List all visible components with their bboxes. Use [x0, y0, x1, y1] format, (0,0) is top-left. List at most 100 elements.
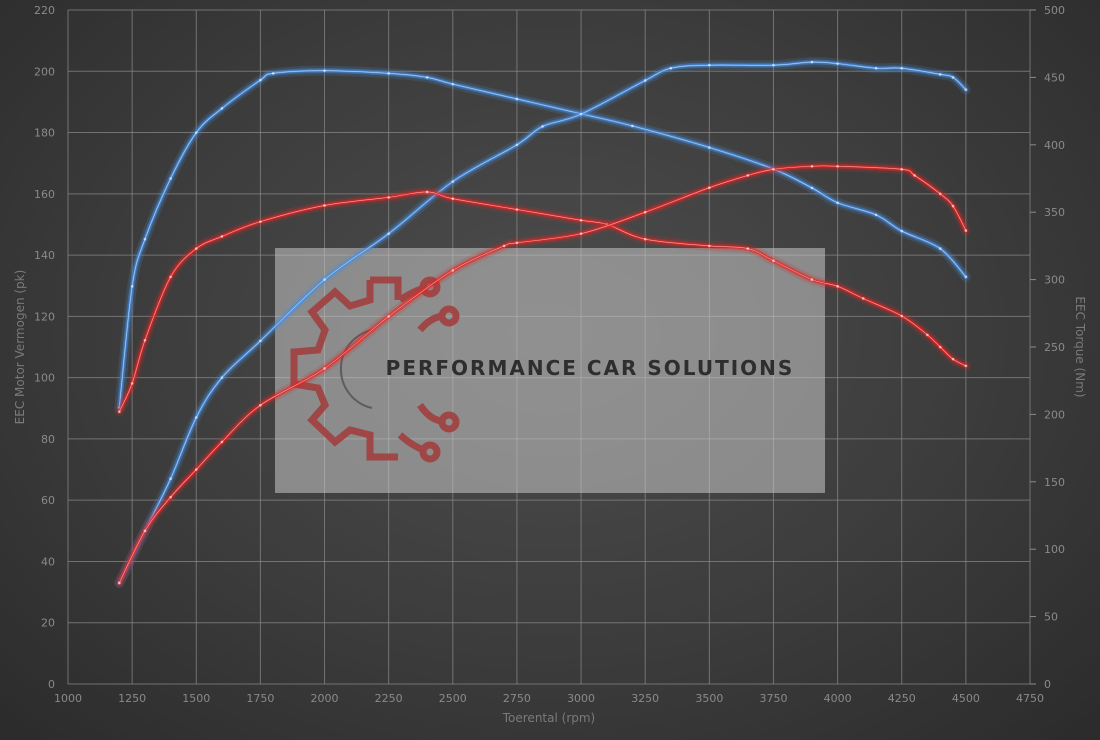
data-point — [810, 164, 814, 168]
x-tick-label: 4000 — [824, 692, 852, 705]
data-point — [951, 204, 955, 208]
watermark-text: PERFORMANCE CAR SOLUTIONS — [386, 356, 795, 380]
x-tick-label: 2500 — [439, 692, 467, 705]
x-tick-label: 1250 — [118, 692, 146, 705]
data-point — [143, 338, 147, 342]
y2-tick-label: 500 — [1044, 4, 1065, 17]
y2-tick-labels: 0 50 100 150 200 250 300 350 400 450 500 — [1044, 4, 1065, 691]
y2-tick-label: 350 — [1044, 206, 1065, 219]
data-point — [323, 367, 326, 370]
data-point — [810, 60, 814, 64]
x-tick-label: 2750 — [503, 692, 531, 705]
data-point — [810, 278, 814, 281]
data-point — [900, 168, 904, 171]
data-point — [259, 220, 262, 223]
data-point — [579, 232, 583, 235]
y2-tick-label: 400 — [1044, 139, 1065, 152]
data-point — [118, 410, 121, 414]
data-point — [259, 339, 262, 343]
data-point — [938, 192, 942, 196]
data-point — [130, 382, 134, 385]
data-point — [772, 259, 775, 263]
data-point — [861, 297, 865, 300]
grid — [67, 9, 1036, 685]
data-point — [515, 97, 519, 101]
y-tick-label: 40 — [41, 555, 55, 568]
data-point — [579, 218, 583, 222]
data-point — [194, 247, 198, 250]
x-tick-label: 2000 — [311, 692, 339, 705]
data-point — [938, 73, 942, 76]
y-tick-label: 20 — [41, 617, 55, 630]
data-point — [515, 241, 519, 245]
x-tick-label: 3250 — [631, 692, 659, 705]
data-point — [451, 197, 455, 201]
data-point — [387, 232, 390, 235]
x-tick-label: 2250 — [375, 692, 403, 705]
data-point — [220, 440, 224, 444]
data-point — [579, 112, 583, 116]
data-point — [387, 315, 390, 318]
y2-axis-title: EEC Torque (Nm) — [1073, 296, 1087, 397]
y2-tick-label: 300 — [1044, 274, 1065, 287]
data-point — [938, 345, 942, 349]
y2-tick-label: 250 — [1044, 341, 1065, 354]
data-point — [708, 186, 711, 189]
data-point — [169, 495, 172, 499]
data-point — [708, 63, 711, 67]
data-point — [643, 237, 647, 241]
data-point — [874, 213, 878, 217]
y-axis-title: EEC Motor Vermogen (pk) — [13, 270, 27, 425]
data-point — [220, 376, 224, 379]
data-point — [964, 275, 968, 279]
y-tick-labels: 0 20 40 60 80 100 120 140 160 180 200 220 — [34, 4, 55, 691]
data-point — [220, 107, 224, 110]
data-point — [926, 333, 929, 337]
data-point — [964, 229, 968, 232]
y-tick-label: 160 — [34, 188, 55, 201]
data-point — [874, 66, 878, 70]
x-tick-label: 3000 — [567, 692, 595, 705]
data-point — [259, 403, 262, 407]
data-point — [541, 125, 544, 128]
data-point — [643, 79, 647, 82]
data-point — [194, 468, 198, 471]
data-point — [118, 581, 121, 585]
data-point — [451, 82, 455, 86]
data-point — [836, 201, 839, 205]
data-point — [900, 314, 904, 318]
x-tick-labels: 1000 1250 1500 1750 2000 2250 2500 2750 3000 3250… — [54, 692, 1044, 705]
data-point — [951, 357, 955, 361]
data-point — [169, 275, 172, 279]
y-tick-label: 200 — [34, 65, 55, 78]
data-point — [271, 72, 275, 75]
data-point — [746, 174, 750, 177]
y-tick-label: 220 — [34, 4, 55, 17]
y2-tick-label: 200 — [1044, 408, 1065, 421]
data-point — [669, 66, 673, 70]
x-tick-label: 4250 — [888, 692, 916, 705]
data-point — [900, 66, 904, 70]
x-axis-title: Toerental (rpm) — [502, 711, 595, 725]
data-point — [451, 180, 455, 183]
y-tick-label: 180 — [34, 127, 55, 140]
data-point — [502, 244, 506, 248]
y-tick-label: 100 — [34, 372, 55, 385]
data-point — [938, 247, 942, 250]
data-point — [451, 269, 455, 272]
x-tick-label: 1500 — [182, 692, 210, 705]
watermark: PERFORMANCE CAR SOLUTIONS — [275, 248, 825, 493]
gear-circuit-logo-icon — [290, 276, 460, 463]
data-point — [643, 210, 647, 214]
data-point — [130, 285, 134, 288]
data-point — [964, 364, 968, 368]
data-point — [169, 477, 172, 481]
y-tick-label: 80 — [41, 433, 55, 446]
data-point — [323, 69, 326, 72]
data-point — [169, 177, 172, 180]
data-point — [194, 416, 198, 419]
data-point — [425, 190, 429, 194]
series-stock-torque — [114, 186, 971, 417]
data-point — [631, 124, 634, 128]
